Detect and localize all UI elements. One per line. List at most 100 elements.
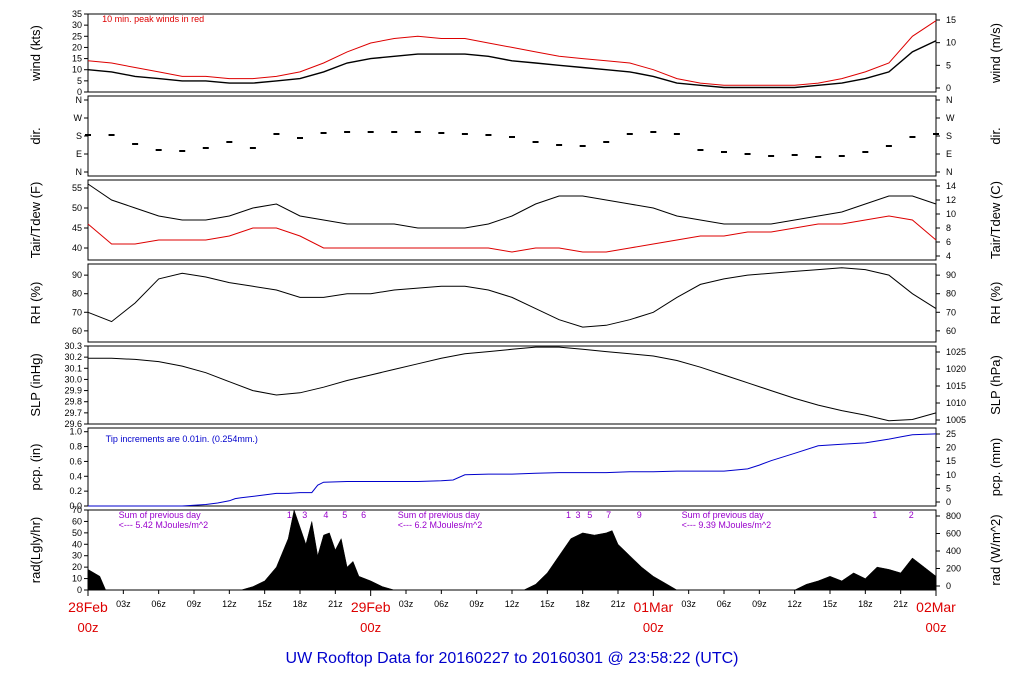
pcp-annotation: Tip increments are 0.01in. (0.254mm.)	[106, 434, 258, 444]
x-day-label: 29Feb	[351, 599, 391, 615]
dir-point	[626, 133, 633, 135]
y-tick-label: 40	[72, 539, 82, 549]
series-line-wind-1	[87, 20, 937, 86]
y-tick-label-right: 12	[946, 195, 956, 205]
dir-point	[815, 156, 822, 158]
y-axis-label-right: pcp. (mm)	[988, 438, 1003, 497]
y-tick-label: 29.7	[64, 408, 82, 418]
x-tick-label: 15z	[257, 599, 272, 609]
dir-point	[461, 133, 468, 135]
x-tick-label: 21z	[328, 599, 343, 609]
dir-point	[155, 149, 162, 151]
x-tick-label: 18z	[575, 599, 590, 609]
x-tick-label: 15z	[823, 599, 838, 609]
y-tick-label-right: 10	[946, 209, 956, 219]
panel-frame	[87, 179, 937, 261]
y-tick-label: 0.0	[69, 501, 82, 511]
rad-tip-label: 7	[606, 510, 611, 520]
y-tick-label: 5	[77, 76, 82, 86]
x-day-sublabel: 00z	[643, 620, 664, 635]
y-tick-label-right: 60	[946, 326, 956, 336]
rad-annotation: <--- 9.39 MJoules/m^2	[682, 520, 772, 530]
y-tick-label: 30.1	[64, 363, 82, 373]
panel-frame	[87, 263, 937, 343]
chart-title: UW Rooftop Data for 20160227 to 20160301…	[285, 650, 739, 667]
y-tick-label-right: 600	[946, 529, 961, 539]
dir-point	[885, 145, 892, 147]
rad-annotation: <--- 5.42 MJoules/m^2	[119, 520, 209, 530]
panel-frame	[87, 509, 937, 591]
y-tick-label: 10	[72, 574, 82, 584]
y-tick-label: 70	[72, 505, 82, 515]
y-axis-label: pcp. (in)	[28, 444, 43, 491]
y-tick-label-right: 70	[946, 307, 956, 317]
dir-point	[391, 131, 398, 133]
x-tick-label: 12z	[505, 599, 520, 609]
y-axis-label: SLP (inHg)	[28, 353, 43, 416]
y-axis-label: Tair/Tdew (F)	[28, 182, 43, 259]
x-tick-label: 18z	[858, 599, 873, 609]
rad-tip-label: 6	[361, 510, 366, 520]
dir-point	[862, 151, 869, 153]
y-tick-label-right: 1015	[946, 381, 966, 391]
x-tick-label: 03z	[116, 599, 131, 609]
series-line-temp-1	[87, 215, 937, 253]
panel-temp: 40 45 50 55 4 6 8 10 12 14 Tair/Tdew (F) Tair/Tdew …	[28, 179, 1003, 261]
dir-point	[556, 144, 563, 146]
x-tick-label: 09z	[752, 599, 767, 609]
rad-tip-label: 3	[302, 510, 307, 520]
x-tick-label: 21z	[611, 599, 626, 609]
series-line-wind-0	[87, 40, 937, 89]
y-tick-label: 60	[72, 326, 82, 336]
y-tick-label: 35	[72, 9, 82, 19]
rad-tip-label: 9	[637, 510, 642, 520]
dir-point	[132, 143, 139, 145]
y-tick-label: 20	[72, 562, 82, 572]
panel-frame	[87, 427, 937, 507]
y-tick-label: 40	[72, 243, 82, 253]
panel-frame	[87, 345, 937, 425]
y-tick-label: 20	[72, 42, 82, 52]
series-line-slp-0	[88, 346, 937, 422]
dir-point	[249, 147, 256, 149]
x-tick-label: 21z	[893, 599, 908, 609]
x-tick-label: 06z	[717, 599, 732, 609]
dir-point	[509, 136, 515, 138]
dir-point	[697, 149, 704, 151]
y-tick-label: 0.4	[69, 471, 82, 481]
y-axis-label-right: rad (W/m^2)	[988, 514, 1003, 585]
x-day-sublabel: 00z	[360, 620, 381, 635]
dir-point	[791, 154, 798, 156]
y-tick-label: 80	[72, 289, 82, 299]
panel-frame	[87, 13, 937, 93]
y-tick-label-right: W	[946, 113, 955, 123]
y-tick-label-right: 200	[946, 564, 961, 574]
y-tick-label: 90	[72, 270, 82, 280]
y-axis-label-right: dir.	[988, 127, 1003, 144]
y-tick-label-right: 6	[946, 237, 951, 247]
rad-tip-label: 4	[323, 510, 328, 520]
y-tick-label: 30	[72, 20, 82, 30]
x-tick-label: 18z	[293, 599, 308, 609]
x-tick-label: 12z	[787, 599, 802, 609]
y-tick-label: 30.2	[64, 352, 82, 362]
y-tick-label-right: 1010	[946, 398, 966, 408]
y-tick-label: 0	[77, 585, 82, 595]
y-axis-label-right: SLP (hPa)	[988, 355, 1003, 415]
rad-annotation: Sum of previous day	[119, 510, 202, 520]
y-tick-label-right: 5	[946, 60, 951, 70]
y-axis-label-right: wind (m/s)	[988, 23, 1003, 84]
rad-annotation: <--- 6.2 MJoules/m^2	[398, 520, 483, 530]
y-tick-label: W	[74, 113, 83, 123]
panel-slp: 29.629.729.829.9 30.030.130.230.3 1005 1010…	[28, 341, 1003, 429]
y-tick-label: 0.8	[69, 442, 82, 452]
x-tick-label: 06z	[434, 599, 449, 609]
y-tick-label-right: E	[946, 149, 952, 159]
y-tick-label-right: 20	[946, 443, 956, 453]
y-tick-label: N	[76, 95, 83, 105]
panel-rad: 0102030405060700200400600800rad(Lgly/hr)…	[28, 505, 1003, 595]
dir-point	[579, 145, 586, 147]
dir-point	[532, 141, 539, 143]
y-axis-label: dir.	[28, 127, 43, 144]
